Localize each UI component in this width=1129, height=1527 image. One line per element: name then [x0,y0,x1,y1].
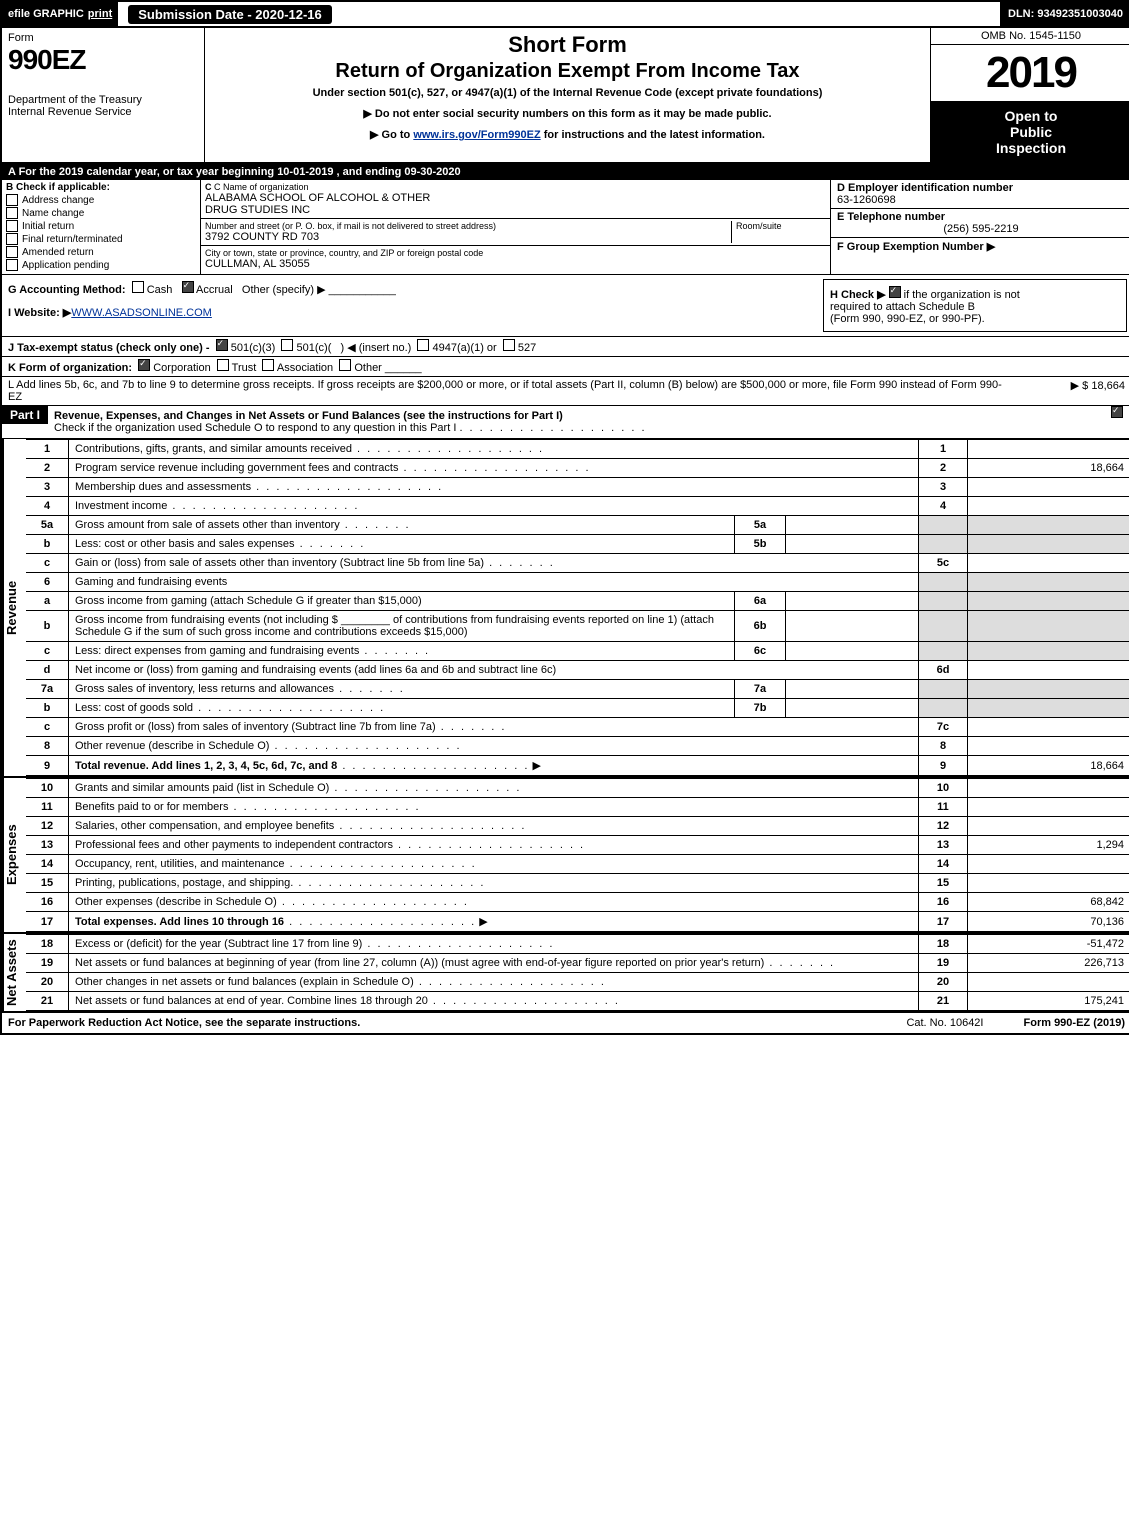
expenses-section: Expenses 10Grants and similar amounts pa… [2,778,1129,934]
org-name-1: ALABAMA SCHOOL OF ALCOHOL & OTHER [205,192,430,204]
j-tax-exempt: J Tax-exempt status (check only one) - 5… [2,337,1129,357]
k-org-form: K Form of organization: Corporation Trus… [2,357,1129,377]
paperwork-notice: For Paperwork Reduction Act Notice, see … [8,1017,360,1029]
chk-application-pending[interactable]: Application pending [6,259,196,271]
f-label: F Group Exemption Number ▶ [837,240,1125,253]
form-container: efile GRAPHIC print Submission Date - 20… [0,0,1129,1035]
tax-year-line: A For the 2019 calendar year, or tax yea… [2,164,1129,180]
ssn-warning: ▶ Do not enter social security numbers o… [215,107,920,120]
info-block: B Check if applicable: Address change Na… [2,180,1129,275]
section-b: B Check if applicable: Address change Na… [2,180,201,274]
chk-amended-return[interactable]: Amended return [6,246,196,258]
h-text3: (Form 990, 990-EZ, or 990-PF). [830,313,985,325]
room-suite: Room/suite [731,221,826,243]
part-i-label: Part I [2,406,48,424]
g-accrual[interactable]: Accrual [196,284,233,296]
h-checkbox[interactable] [889,286,901,298]
dln: DLN: 93492351003040 [1000,2,1129,26]
irs-link[interactable]: www.irs.gov/Form990EZ [413,129,540,141]
org-name-row: C C Name of organization ALABAMA SCHOOL … [201,180,830,219]
h-label: H Check ▶ [830,289,886,301]
part-i-title: Revenue, Expenses, and Changes in Net As… [48,406,653,438]
form-label: Form [8,32,198,44]
i-website: I Website: ▶WWW.ASADSONLINE.COM [8,306,813,319]
chk-name-change[interactable]: Name change [6,207,196,219]
l-text: L Add lines 5b, 6c, and 7b to line 9 to … [8,379,1005,403]
net-assets-tab: Net Assets [2,934,26,1011]
cat-no: Cat. No. 10642I [906,1017,983,1029]
b-label: B Check if applicable: [6,182,196,193]
header-left: Form 990EZ Department of the Treasury In… [2,28,205,162]
submission-date: Submission Date - 2020-12-16 [128,5,332,24]
header-right: OMB No. 1545-1150 2019 Open to Public In… [930,28,1129,162]
d-val: 63-1260698 [837,194,1125,206]
d-ein: D Employer identification number 63-1260… [831,180,1129,209]
tax-year: 2019 [931,45,1129,102]
print-link[interactable]: print [88,8,112,20]
part-i-header: Part I Revenue, Expenses, and Changes in… [2,406,1129,439]
street-val: 3792 COUNTY RD 703 [205,231,731,243]
revenue-section: Revenue 1Contributions, gifts, grants, a… [2,439,1129,778]
revenue-tab: Revenue [2,439,26,776]
form-ref: Form 990-EZ (2019) [1024,1017,1126,1029]
g-cash[interactable]: Cash [147,284,173,296]
chk-final-return[interactable]: Final return/terminated [6,233,196,245]
open-inspection: Open to Public Inspection [931,102,1129,162]
l-gross-receipts: L Add lines 5b, 6c, and 7b to line 9 to … [2,377,1129,406]
inspect-line3: Inspection [935,140,1127,156]
g-accounting: G Accounting Method: Cash Accrual Other … [8,281,813,296]
street-row: Number and street (or P. O. box, if mail… [201,219,830,246]
irs-label: Internal Revenue Service [8,106,198,118]
revenue-table: 1Contributions, gifts, grants, and simil… [26,439,1129,776]
schedule-o-check[interactable] [1111,406,1129,421]
inspect-line2: Public [935,124,1127,140]
expenses-tab: Expenses [2,778,26,932]
l-val: ▶ $ 18,664 [1005,379,1125,403]
main-title: Return of Organization Exempt From Incom… [215,60,920,83]
g-other[interactable]: Other (specify) ▶ [242,284,326,296]
footer: For Paperwork Reduction Act Notice, see … [2,1013,1129,1033]
section-def: D Employer identification number 63-1260… [831,180,1129,274]
form-number: 990EZ [8,44,198,76]
goto-instructions: ▶ Go to www.irs.gov/Form990EZ for instru… [215,128,920,141]
h-text1: if the organization is not [904,289,1020,301]
e-phone: E Telephone number (256) 595-2219 [831,209,1129,238]
topbar: efile GRAPHIC print Submission Date - 20… [2,2,1129,28]
h-text2: required to attach Schedule B [830,301,975,313]
header-center: Short Form Return of Organization Exempt… [205,28,930,162]
efile-graphic: efile GRAPHIC print [2,2,118,26]
subtitle: Under section 501(c), 527, or 4947(a)(1)… [215,87,920,99]
short-form-title: Short Form [215,32,920,58]
net-assets-table: 18Excess or (deficit) for the year (Subt… [26,934,1129,1011]
e-val: (256) 595-2219 [837,223,1125,235]
dept-treasury: Department of the Treasury [8,94,198,106]
city-label: City or town, state or province, country… [205,248,483,258]
part-i-check-text: Check if the organization used Schedule … [54,422,456,434]
net-assets-section: Net Assets 18Excess or (deficit) for the… [2,934,1129,1013]
inspect-line1: Open to [935,108,1127,124]
chk-initial-return[interactable]: Initial return [6,220,196,232]
e-label: E Telephone number [837,211,1125,223]
city-val: CULLMAN, AL 35055 [205,258,483,270]
chk-address-change[interactable]: Address change [6,194,196,206]
d-label: D Employer identification number [837,182,1125,194]
section-c: C C Name of organization ALABAMA SCHOOL … [201,180,831,274]
efile-label: efile GRAPHIC [8,8,84,20]
city-row: City or town, state or province, country… [201,246,830,272]
c-name-label: C C Name of organization [205,182,430,192]
website-link[interactable]: WWW.ASADSONLINE.COM [71,307,212,319]
expenses-table: 10Grants and similar amounts paid (list … [26,778,1129,932]
form-header: Form 990EZ Department of the Treasury In… [2,28,1129,164]
gh-block: G Accounting Method: Cash Accrual Other … [2,275,1129,337]
omb-number: OMB No. 1545-1150 [931,28,1129,45]
h-block: H Check ▶ if the organization is not req… [823,279,1127,332]
street-label: Number and street (or P. O. box, if mail… [205,221,731,231]
org-name-2: DRUG STUDIES INC [205,204,430,216]
f-group: F Group Exemption Number ▶ [831,238,1129,255]
